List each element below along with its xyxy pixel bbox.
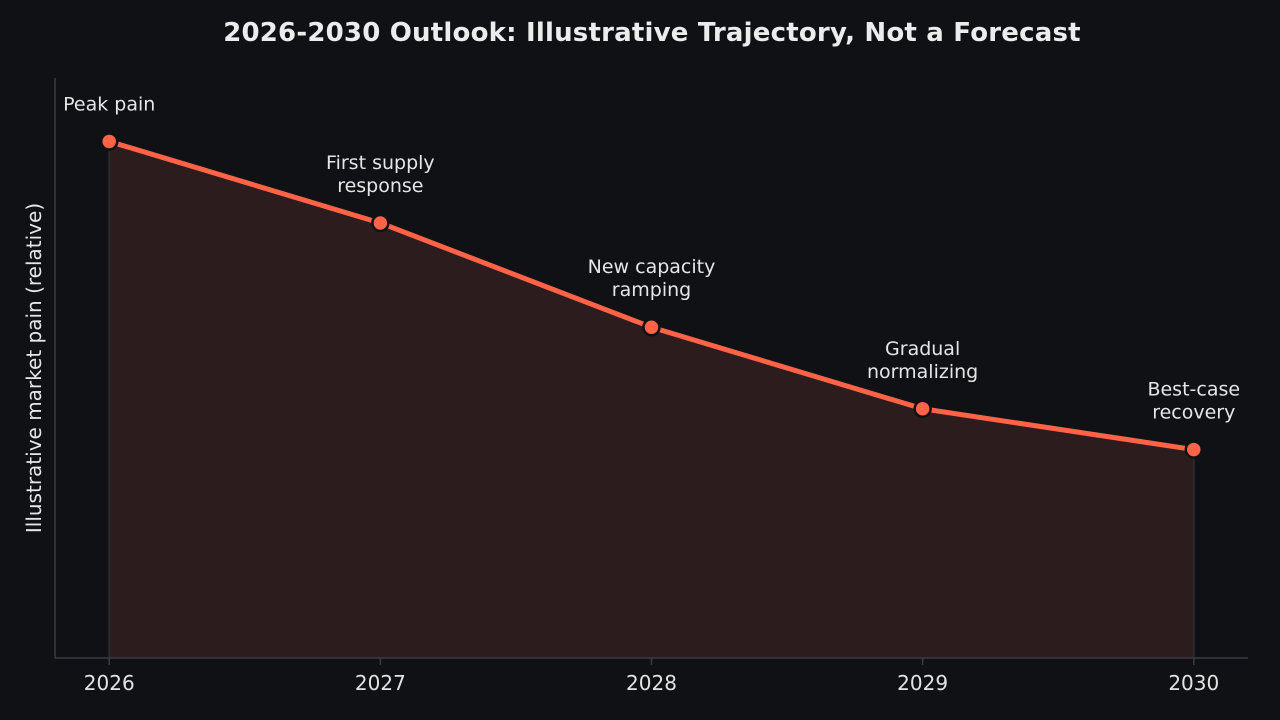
x-tick-label: 2029 bbox=[897, 671, 948, 695]
area-fill bbox=[109, 141, 1194, 658]
x-tick-label: 2030 bbox=[1168, 671, 1219, 695]
chart-title: 2026-2030 Outlook: Illustrative Trajecto… bbox=[223, 18, 1081, 48]
data-point-2028 bbox=[642, 317, 661, 337]
annotation-2026: Peak pain bbox=[63, 93, 155, 115]
data-point-2030 bbox=[1184, 440, 1204, 459]
y-axis-label: Illustrative market pain (relative) bbox=[22, 203, 46, 533]
annotation-2027: First supply response bbox=[326, 152, 435, 197]
x-tick-label: 2026 bbox=[84, 671, 135, 695]
area-fill-layer bbox=[108, 141, 1195, 658]
annotation-2028: New capacity ramping bbox=[588, 256, 716, 301]
data-point-2026 bbox=[99, 132, 119, 151]
x-axis-ticks: 2026 2027 2028 2029 2030 bbox=[84, 658, 1219, 695]
x-tick-label: 2027 bbox=[355, 671, 406, 695]
x-tick-label: 2028 bbox=[626, 671, 677, 695]
annotation-2030: Best-case recovery bbox=[1147, 379, 1240, 424]
data-point-2027 bbox=[371, 213, 390, 233]
data-markers bbox=[99, 132, 1204, 459]
data-annotations: Peak pain First supply response New capacit… bbox=[63, 93, 1240, 423]
annotation-2029: Gradual normalizing bbox=[867, 338, 978, 383]
data-point-2029 bbox=[913, 399, 932, 419]
